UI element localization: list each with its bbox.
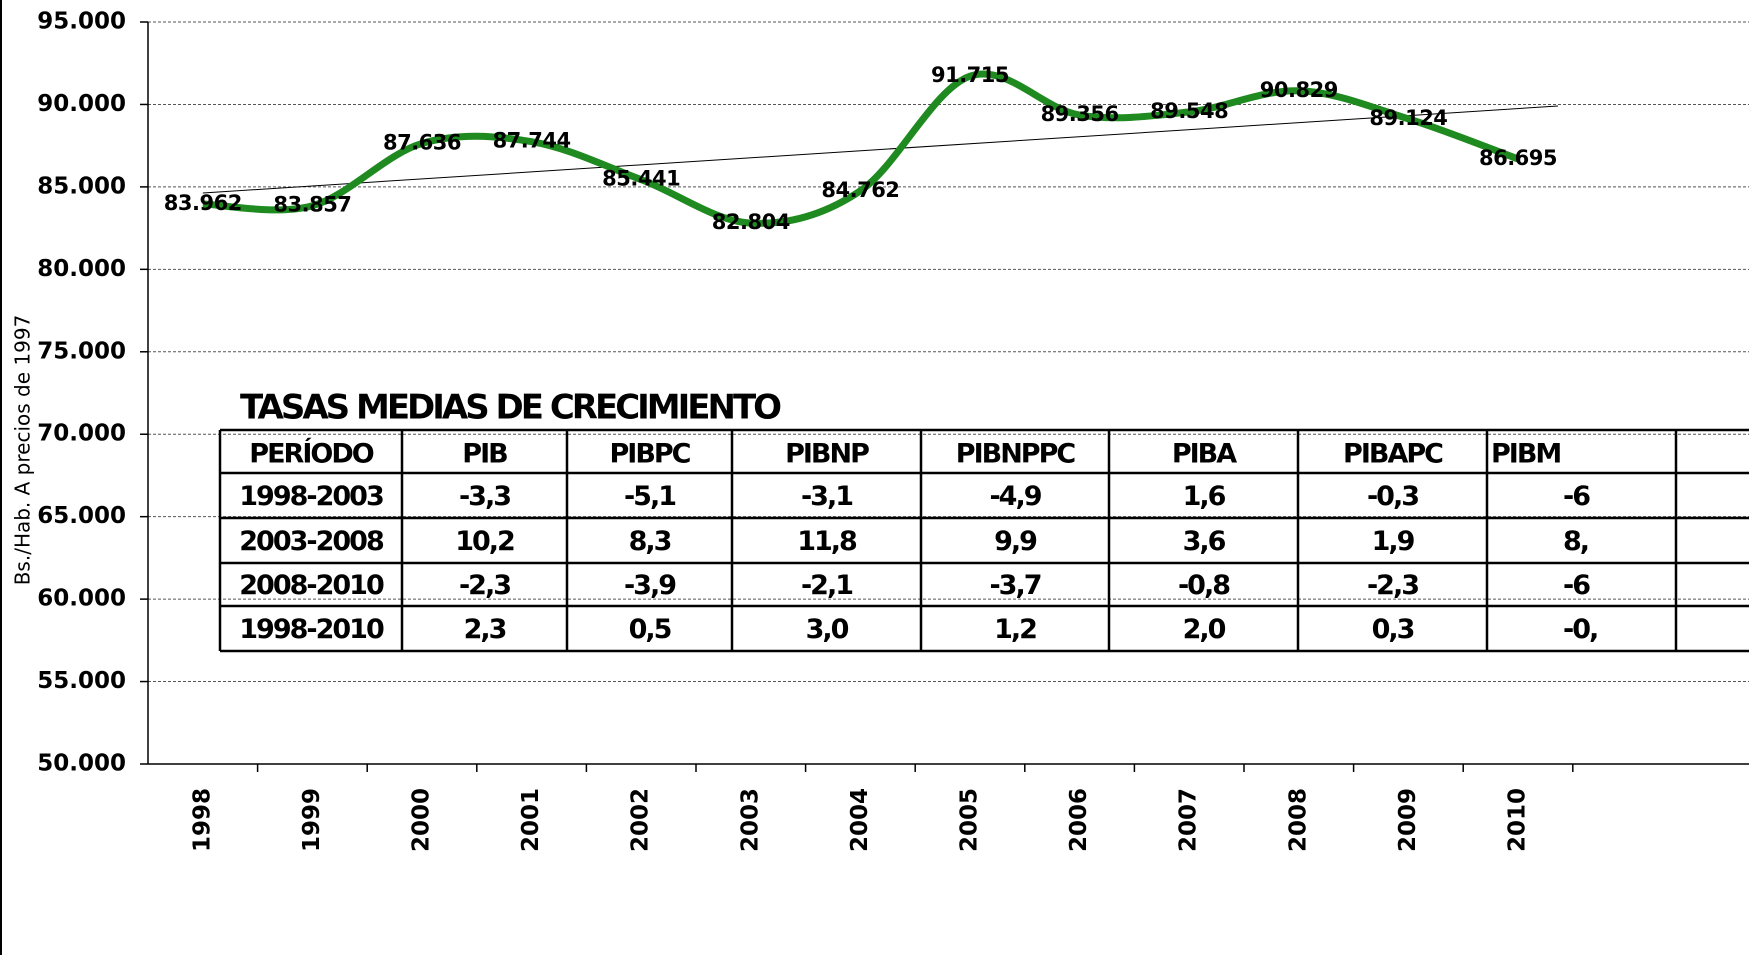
table-cell: 1,6 bbox=[1183, 481, 1226, 512]
table-cell: 10,2 bbox=[455, 526, 514, 557]
table-cell: -2,1 bbox=[801, 570, 852, 601]
y-tick-label: 85.000 bbox=[37, 173, 126, 199]
x-tick-label: 2000 bbox=[409, 788, 435, 852]
table-cell: 0,5 bbox=[629, 614, 671, 645]
table-title: TASAS MEDIAS DE CRECIMIENTO bbox=[240, 388, 781, 428]
data-line bbox=[202, 70, 1520, 227]
table-cell: -3,3 bbox=[459, 481, 510, 512]
table-cell: 2,3 bbox=[464, 614, 506, 645]
trendline bbox=[202, 105, 1559, 194]
table-cell: 1,2 bbox=[994, 614, 1036, 645]
data-label: 85.441 bbox=[602, 167, 680, 191]
table-cell: -0,8 bbox=[1178, 570, 1230, 601]
x-tick-label: 2003 bbox=[737, 788, 763, 852]
data-label: 89.548 bbox=[1150, 99, 1228, 123]
data-label: 87.636 bbox=[383, 130, 461, 154]
table-cell: -0,3 bbox=[1367, 481, 1418, 512]
data-label: 91.715 bbox=[931, 63, 1009, 87]
table-cell: 1998-2003 bbox=[239, 481, 383, 512]
table-cell: 8,3 bbox=[629, 526, 671, 557]
y-tick-label: 80.000 bbox=[37, 256, 126, 282]
y-axis-label: Bs./Hab. A precios de 1997 bbox=[11, 315, 35, 586]
table-header: PIB bbox=[462, 439, 507, 470]
table-cell: 2008-2010 bbox=[239, 570, 384, 601]
table-header: PIBAPC bbox=[1343, 439, 1443, 470]
table-header: PERÍODO bbox=[249, 438, 373, 470]
x-tick-label: 2002 bbox=[628, 788, 654, 852]
table-cell: 3,6 bbox=[1183, 526, 1226, 557]
table-cell: -0, bbox=[1563, 614, 1597, 645]
table-header: PIBNPPC bbox=[956, 439, 1076, 470]
x-tick-label: 2004 bbox=[847, 788, 873, 852]
y-tick-label: 60.000 bbox=[37, 586, 126, 612]
data-label: 82.804 bbox=[712, 210, 790, 234]
data-label: 89.356 bbox=[1041, 102, 1119, 126]
y-tick-label: 90.000 bbox=[37, 91, 126, 117]
table-cell: 2,0 bbox=[1183, 614, 1226, 645]
table-cell: -3,1 bbox=[801, 481, 852, 512]
table-cell: -2,3 bbox=[459, 570, 510, 601]
table-cell: -5,1 bbox=[624, 481, 675, 512]
data-label: 90.829 bbox=[1260, 78, 1338, 102]
table-cell: -4,9 bbox=[989, 481, 1041, 512]
table-header: PIBM bbox=[1491, 439, 1560, 470]
x-tick-label: 2006 bbox=[1066, 788, 1092, 852]
x-tick-label: 2008 bbox=[1285, 788, 1311, 852]
table-header: PIBPC bbox=[609, 439, 690, 470]
table-cell: 11,8 bbox=[797, 526, 857, 557]
data-label: 84.762 bbox=[821, 178, 899, 202]
table-cell: -6 bbox=[1563, 570, 1590, 601]
x-tick-label: 1998 bbox=[189, 788, 215, 852]
x-tick-label: 2005 bbox=[957, 788, 983, 852]
data-label: 83.962 bbox=[164, 191, 242, 215]
x-tick-label: 2001 bbox=[518, 788, 544, 852]
table-cell: 9,9 bbox=[994, 526, 1037, 557]
x-tick-label: 2010 bbox=[1505, 788, 1531, 852]
y-tick-label: 50.000 bbox=[37, 751, 126, 777]
table-cell: 8, bbox=[1563, 526, 1588, 557]
table-header: PIBNP bbox=[785, 439, 869, 470]
x-tick-label: 2009 bbox=[1395, 788, 1421, 852]
table-cell: 1,9 bbox=[1372, 526, 1415, 557]
y-tick-label: 70.000 bbox=[37, 421, 126, 447]
table-cell: -3,9 bbox=[624, 570, 676, 601]
table-cell: 0,3 bbox=[1372, 614, 1414, 645]
table-cell: 2003-2008 bbox=[239, 526, 384, 557]
table-cell: -6 bbox=[1563, 481, 1590, 512]
table-cell: -2,3 bbox=[1367, 570, 1418, 601]
y-tick-label: 95.000 bbox=[37, 9, 126, 35]
data-label: 87.744 bbox=[493, 129, 571, 153]
y-tick-label: 55.000 bbox=[37, 668, 126, 694]
table-cell: -3,7 bbox=[989, 570, 1040, 601]
y-tick-label: 65.000 bbox=[37, 503, 126, 529]
table-cell: 1998-2010 bbox=[239, 614, 384, 645]
data-label: 83.857 bbox=[273, 193, 351, 217]
data-label: 89.124 bbox=[1369, 106, 1447, 130]
table-header: PIBA bbox=[1172, 439, 1237, 470]
data-label: 86.695 bbox=[1479, 146, 1557, 170]
x-tick-label: 2007 bbox=[1176, 788, 1202, 852]
table-cell: 3,0 bbox=[806, 614, 849, 645]
x-tick-label: 1999 bbox=[299, 788, 325, 852]
y-tick-label: 75.000 bbox=[37, 338, 126, 364]
